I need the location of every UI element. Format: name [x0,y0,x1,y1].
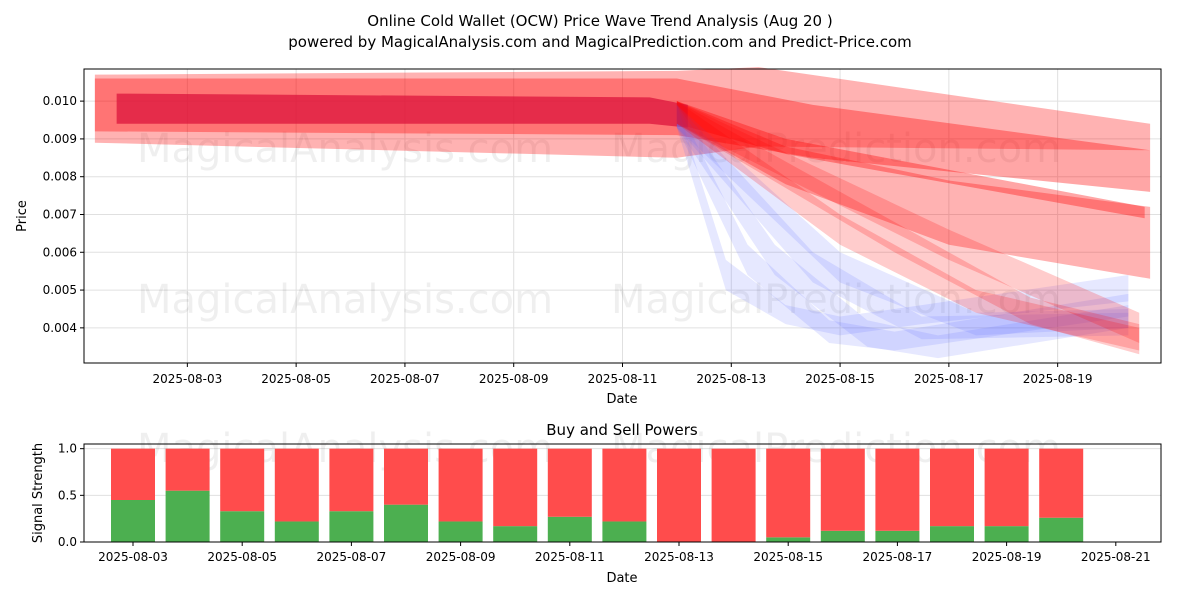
x-tick-label: 2025-08-15 [805,372,875,386]
buy-bar [766,537,811,542]
x-tick-label: 2025-08-13 [696,372,766,386]
band-red-fan-3 [676,101,1140,343]
sell-bar [220,448,265,512]
watermark-text: MagicalAnalysis.com [137,277,553,323]
buy-bar [602,521,647,542]
band-blue-2 [676,104,1129,351]
sell-bar [657,448,701,542]
sell-bar [602,448,647,522]
sell-bar [493,448,538,527]
sell-bar [766,448,811,538]
buy-bar [165,490,210,542]
band-red-fan-2 [676,101,1140,355]
band-red-core [116,93,688,128]
top-watermarks: MagicalAnalysis.com MagicalPrediction.com… [137,126,1061,323]
top-grid [84,69,1161,363]
x-tick-label: 2025-08-03 [98,550,168,564]
bottom-title: Buy and Sell Powers [546,421,698,439]
buy-bar [274,521,319,542]
buy-bar [384,504,428,542]
buy-bar [930,526,974,542]
top-ylabel: Price [15,200,30,232]
buy-bar [220,511,265,542]
x-tick-label: 2025-08-15 [753,550,823,564]
sell-bar [711,448,756,542]
sell-bar [384,448,428,505]
sell-bar [1039,448,1084,518]
buy-bar [493,526,538,542]
y-tick-label: 0.007 [43,207,77,221]
x-tick-label: 2025-08-19 [1023,372,1093,386]
buy-bar [547,516,592,542]
sell-bar [329,448,374,512]
x-tick-label: 2025-08-09 [479,372,549,386]
sell-bar [875,448,920,531]
y-tick-label: 0.010 [43,94,77,108]
chart-title: Online Cold Wallet (OCW) Price Wave Tren… [367,12,832,30]
signal-bars [111,448,1084,542]
buy-bar [984,526,1029,542]
x-tick-label: 2025-08-17 [914,372,984,386]
x-tick-label: 2025-08-05 [207,550,277,564]
x-tick-label: 2025-08-07 [370,372,440,386]
x-tick-label: 2025-08-07 [317,550,387,564]
watermark-text: MagicalAnalysis.com [137,126,553,172]
x-tick-label: 2025-08-17 [863,550,933,564]
bottom-ylabel: Signal Strength [31,443,46,543]
band-blue-5 [676,104,1129,336]
bottom-xlabel: Date [606,571,637,586]
x-tick-label: 2025-08-03 [152,372,222,386]
y-tick-label: 0.009 [43,132,77,146]
x-tick-label: 2025-08-13 [644,550,714,564]
sell-bar [820,448,865,531]
buy-bar [111,500,155,542]
price-bands [94,67,1151,359]
buy-bar [438,521,483,542]
x-tick-label: 2025-08-11 [535,550,605,564]
band-red-wide-low [676,101,1151,279]
watermark-text: MagicalPrediction.com [611,277,1061,323]
watermark-text: MagicalPrediction.com [611,126,1061,172]
buy-bar [329,511,374,542]
bottom-ticks: 0.0 0.5 1.0 2025-08-03 2025-08-05 2025-08-07 2… [58,442,1151,564]
band-red-fan-1 [676,101,1140,351]
sell-bar [547,448,592,517]
top-xlabel: Date [606,392,637,407]
x-tick-label: 2025-08-09 [426,550,496,564]
y-tick-label: 1.0 [58,442,77,456]
y-tick-label: 0.0 [58,535,77,549]
buy-bar [1039,517,1084,542]
x-tick-label: 2025-08-05 [261,372,331,386]
x-tick-label: 2025-08-21 [1081,550,1151,564]
x-tick-label: 2025-08-19 [972,550,1042,564]
sell-bar [274,448,319,522]
buy-bar [820,530,865,542]
top-ticks: 2025-08-03 2025-08-05 2025-08-07 2025-08-09… [43,94,1093,386]
band-blue-4 [676,104,1129,340]
bottom-axes-frame [83,443,1162,543]
y-tick-label: 0.5 [58,488,77,502]
buy-bar [875,530,920,542]
sell-bar [111,448,155,500]
sell-bar [930,448,974,527]
sell-bar [984,448,1029,527]
band-red-thin [676,101,1145,219]
band-blue-3 [676,104,1129,359]
y-tick-label: 0.005 [43,283,77,297]
x-tick-label: 2025-08-11 [588,372,658,386]
sell-bar [438,448,483,522]
y-tick-label: 0.006 [43,245,77,259]
sell-bar [165,448,210,491]
chart-subtitle: powered by MagicalAnalysis.com and Magic… [288,33,912,51]
y-tick-label: 0.004 [43,321,77,335]
y-tick-label: 0.008 [43,170,77,184]
